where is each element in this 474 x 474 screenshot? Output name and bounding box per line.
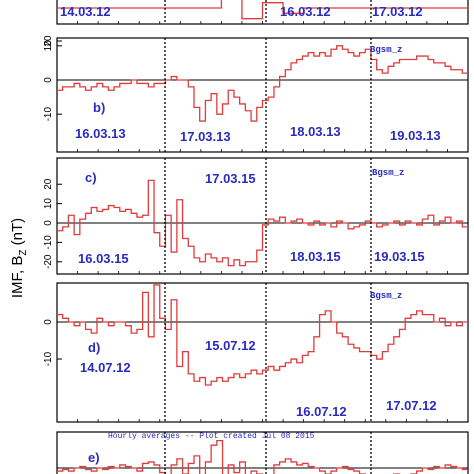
date-label: 18.03.13: [290, 124, 341, 139]
panel-label: b): [93, 100, 105, 115]
series-line: [57, 284, 468, 386]
date-label: 16.03.12: [280, 4, 331, 19]
date-label: 19.03.13: [390, 128, 441, 143]
y-tick-label: -10: [43, 235, 54, 250]
date-label: 14.03.12: [60, 4, 111, 19]
y-tick-label: 20: [43, 35, 54, 47]
y-tick-label: 0: [43, 220, 54, 226]
y-tick-label: 0: [43, 319, 54, 325]
series-line: [57, 45, 468, 122]
panel-label: c): [85, 170, 97, 185]
series-name: Bgsm_z: [370, 45, 402, 55]
y-tick-label: 10: [43, 198, 54, 210]
panel-top-partial: 14.03.12 16.03.12 17.03.12: [56, 0, 469, 25]
date-label: 14.07.12: [80, 360, 131, 375]
panel-label: e): [88, 450, 100, 465]
y-axis-label-sub: Z: [18, 250, 29, 256]
date-label: 17.03.15: [205, 171, 256, 186]
panel-frame: [56, 431, 469, 474]
date-label: 16.03.13: [75, 126, 126, 141]
date-label: 17.07.12: [386, 398, 437, 413]
y-tick-label: -10: [43, 351, 54, 366]
series-line: [57, 439, 468, 474]
y-tick-label: 0: [43, 77, 54, 83]
date-label: 16.07.12: [296, 404, 347, 419]
series-name: Bgsm_z: [370, 291, 402, 301]
date-label: 19.03.15: [374, 249, 425, 264]
panel-a: 10 0 -10 20 Bgsm_z b) 16.03.13 17.03.13 18.03.13…: [43, 35, 469, 153]
date-label: 16.03.15: [78, 251, 129, 266]
y-axis-label-main: IMF, B: [9, 256, 26, 299]
panel-c: 20 10 0 -10 -20 Bgsm_z c) 16.03.15 17.03.15 18.03…: [43, 157, 469, 275]
y-tick-label: 10: [43, 40, 54, 52]
footer-text: Hourly averages -- Plot created Jul 08 2…: [108, 432, 315, 441]
date-label: 15.07.12: [205, 338, 256, 353]
panel-label: d): [88, 340, 100, 355]
panel-e: e) Hourly averages -- Plot created Jul 08…: [56, 431, 469, 474]
date-label: 17.03.12: [372, 4, 423, 19]
date-label: 18.03.15: [290, 249, 341, 264]
series-line: [57, 0, 468, 20]
y-tick-label: 20: [43, 178, 54, 190]
y-axis-label-unit: (nT): [9, 218, 26, 250]
date-label: 17.03.13: [180, 129, 231, 144]
panel-d: 0 -10 Bgsm_z d) 14.07.12 15.07.12 16.07.12 17.0…: [43, 282, 469, 423]
y-tick-label: -20: [43, 254, 54, 269]
series-line: [57, 179, 468, 267]
y-tick-label: -10: [43, 107, 54, 122]
y-axis-label: IMF, BZ (nT): [9, 218, 29, 298]
series-name: Bgsm_z: [372, 168, 404, 178]
